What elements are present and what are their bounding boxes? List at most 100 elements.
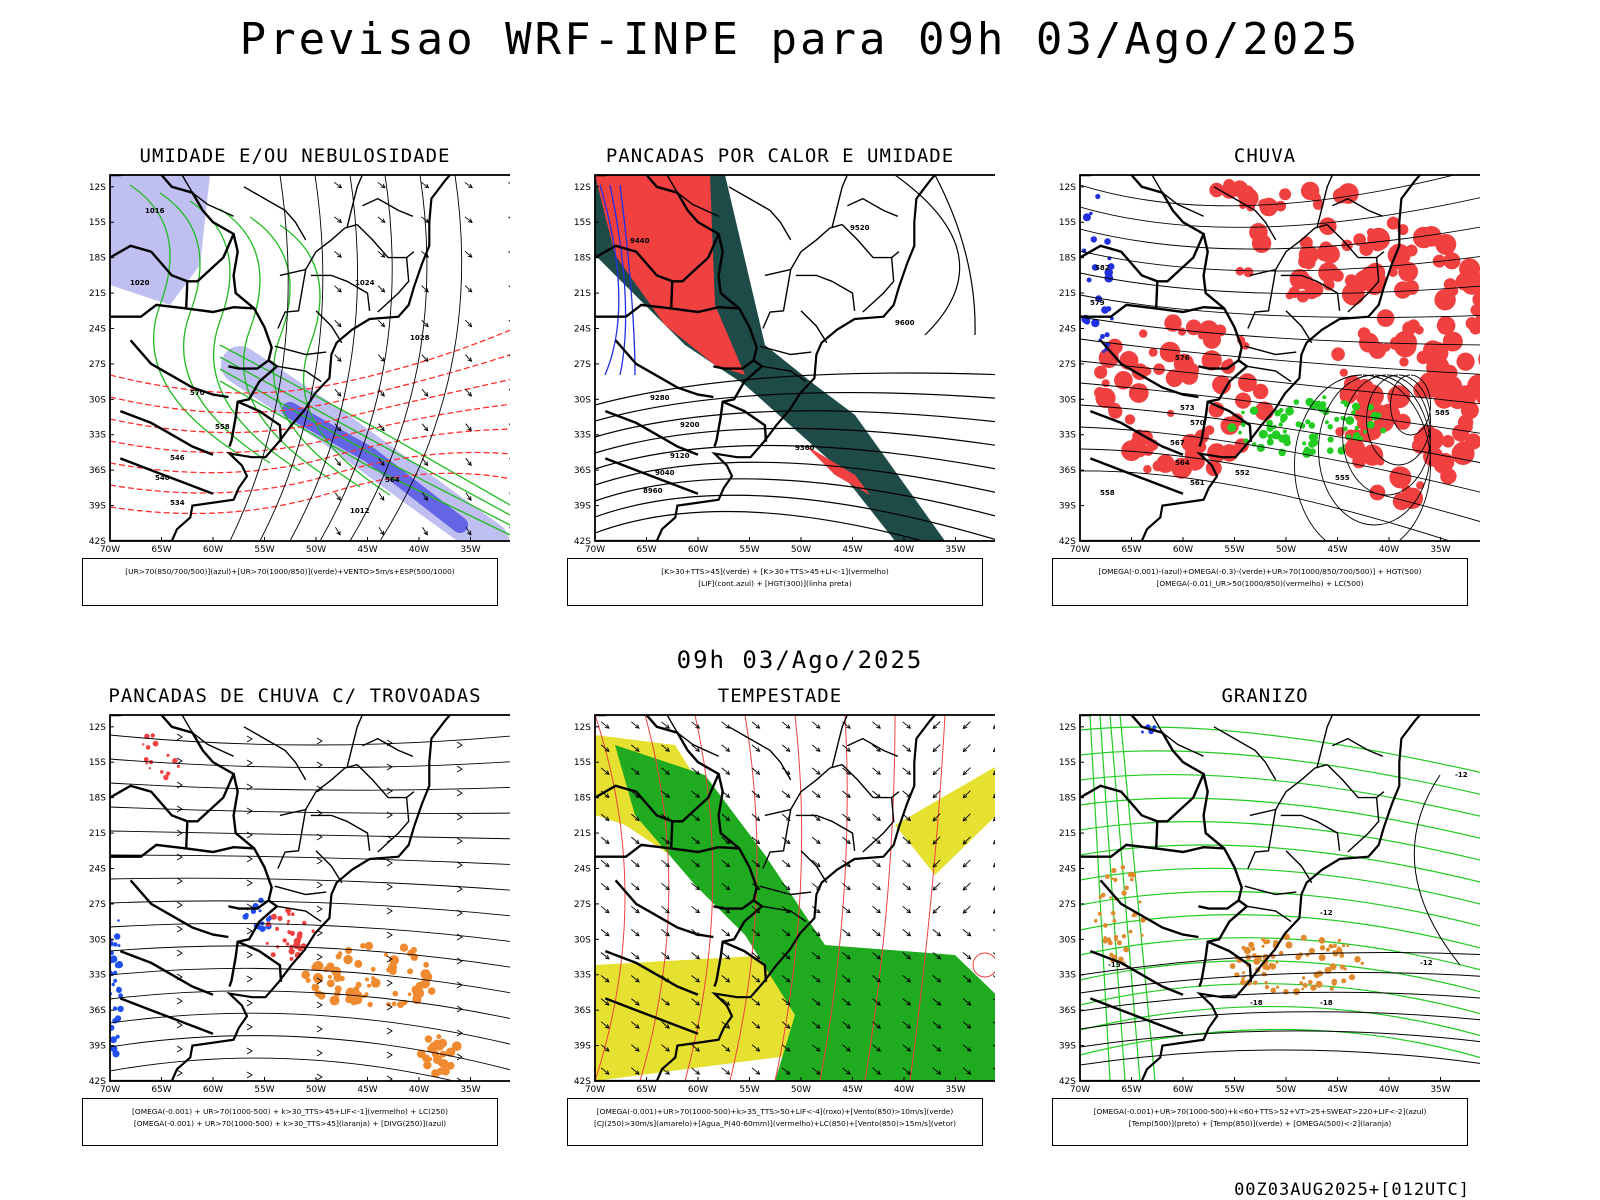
state-border bbox=[1316, 715, 1334, 769]
field-shading bbox=[1095, 387, 1116, 409]
contour-line bbox=[1080, 797, 1480, 839]
field-shading bbox=[1184, 358, 1194, 368]
lat-tick-label: 36S bbox=[89, 1006, 106, 1016]
wind-arrow bbox=[661, 859, 670, 867]
contour-line bbox=[1080, 1011, 1480, 1030]
contour-line bbox=[110, 378, 510, 434]
field-shading bbox=[1271, 430, 1281, 440]
panel-title: GRANIZO bbox=[1221, 685, 1309, 707]
wind-arrow bbox=[902, 1021, 911, 1029]
field-shading bbox=[1319, 945, 1326, 951]
wind-arrow bbox=[781, 744, 791, 752]
contour-line bbox=[1080, 773, 1480, 817]
wind-arrow bbox=[993, 910, 995, 914]
lat-tick-label: 33S bbox=[89, 971, 106, 981]
country-border bbox=[1207, 940, 1253, 982]
field-shading bbox=[1249, 943, 1254, 948]
contour-label: 1020 bbox=[130, 279, 150, 287]
state-border bbox=[276, 365, 322, 383]
wind-arrow bbox=[691, 952, 700, 960]
field-shading bbox=[1103, 923, 1108, 928]
field-shading bbox=[424, 980, 431, 987]
contour-label: 9600 bbox=[895, 319, 915, 327]
field-shading bbox=[1264, 980, 1268, 985]
field-shading bbox=[1109, 896, 1112, 899]
field-shading bbox=[1380, 427, 1387, 434]
field-shading bbox=[1285, 406, 1294, 416]
wind-arrow bbox=[631, 975, 640, 983]
field-shading bbox=[1165, 369, 1184, 387]
country-border bbox=[604, 949, 699, 996]
contour-label: 1028 bbox=[410, 334, 430, 342]
field-shading bbox=[112, 1050, 120, 1058]
field-shading bbox=[1301, 987, 1304, 991]
lon-tick-label: 50W bbox=[791, 545, 811, 555]
coastline bbox=[1080, 715, 1422, 1081]
wind-arrow bbox=[751, 721, 760, 729]
contour-line bbox=[1080, 952, 1480, 976]
field-shading bbox=[1264, 965, 1271, 971]
contour-line bbox=[595, 461, 995, 493]
field-shading bbox=[1366, 420, 1375, 429]
state-border bbox=[276, 905, 322, 923]
field-shading bbox=[1273, 939, 1279, 946]
wind-arrow bbox=[631, 721, 640, 729]
wind-arrow bbox=[721, 767, 730, 775]
wind-arrow bbox=[842, 929, 851, 937]
wind-arrow bbox=[631, 744, 640, 752]
field-shading bbox=[1124, 414, 1136, 425]
contour-label: 9520 bbox=[850, 224, 870, 232]
field-shading bbox=[446, 1061, 455, 1070]
state-border bbox=[362, 197, 414, 217]
lat-tick-label: 12S bbox=[574, 183, 591, 193]
field-shading bbox=[1128, 383, 1149, 403]
field-shading bbox=[145, 762, 148, 765]
wind-arrow bbox=[811, 1021, 821, 1029]
field-shading bbox=[116, 986, 121, 991]
state-border bbox=[1244, 345, 1297, 356]
field-shading bbox=[1327, 436, 1334, 443]
field-shading bbox=[1230, 413, 1244, 427]
wind-arrow bbox=[842, 836, 851, 844]
field-shading bbox=[1308, 433, 1317, 442]
wind-arrow bbox=[811, 929, 821, 937]
contour-label: -15 bbox=[1108, 961, 1121, 969]
field-shading bbox=[1416, 481, 1425, 490]
country-border bbox=[669, 281, 758, 370]
lat-tick-label: 33S bbox=[1059, 431, 1076, 441]
contour-line bbox=[189, 200, 301, 472]
country-border bbox=[1089, 409, 1184, 456]
field-shading bbox=[1334, 416, 1340, 422]
contour-line bbox=[1080, 404, 1480, 464]
field-shading bbox=[1238, 430, 1242, 435]
contour-line bbox=[1342, 374, 1431, 496]
field-shading bbox=[452, 1041, 462, 1051]
country-border bbox=[604, 409, 699, 456]
field-shading bbox=[1414, 325, 1424, 335]
wind-arrow bbox=[992, 1067, 995, 1070]
state-border bbox=[831, 715, 849, 769]
field-shading bbox=[110, 950, 114, 956]
wind-arrow bbox=[781, 882, 791, 891]
wind-arrow bbox=[962, 836, 971, 845]
lat-tick-label: 39S bbox=[574, 1042, 591, 1052]
lat-tick-label: 15S bbox=[89, 758, 106, 768]
field-shading bbox=[1462, 422, 1473, 433]
panel-umidade: UMIDADE E/OU NEBULOSIDADE 1016 1020 1024 10… bbox=[80, 145, 510, 606]
wind-arrow bbox=[600, 859, 610, 867]
state-border bbox=[1247, 809, 1277, 869]
field-shading bbox=[1308, 947, 1315, 955]
field-shading bbox=[1376, 457, 1385, 466]
wind-arrow bbox=[600, 836, 610, 844]
lat-tick-label: 36S bbox=[89, 466, 106, 476]
contour-line bbox=[1080, 983, 1480, 1015]
field-shading bbox=[1421, 428, 1444, 451]
lat-tick-label: 12S bbox=[1059, 183, 1076, 193]
field-shading bbox=[1318, 937, 1326, 944]
wind-arrow bbox=[465, 423, 472, 431]
field-shading bbox=[244, 912, 249, 918]
state-border bbox=[310, 814, 371, 851]
contour-line bbox=[319, 175, 393, 541]
country-border bbox=[604, 457, 699, 495]
field-shading bbox=[1354, 425, 1359, 430]
